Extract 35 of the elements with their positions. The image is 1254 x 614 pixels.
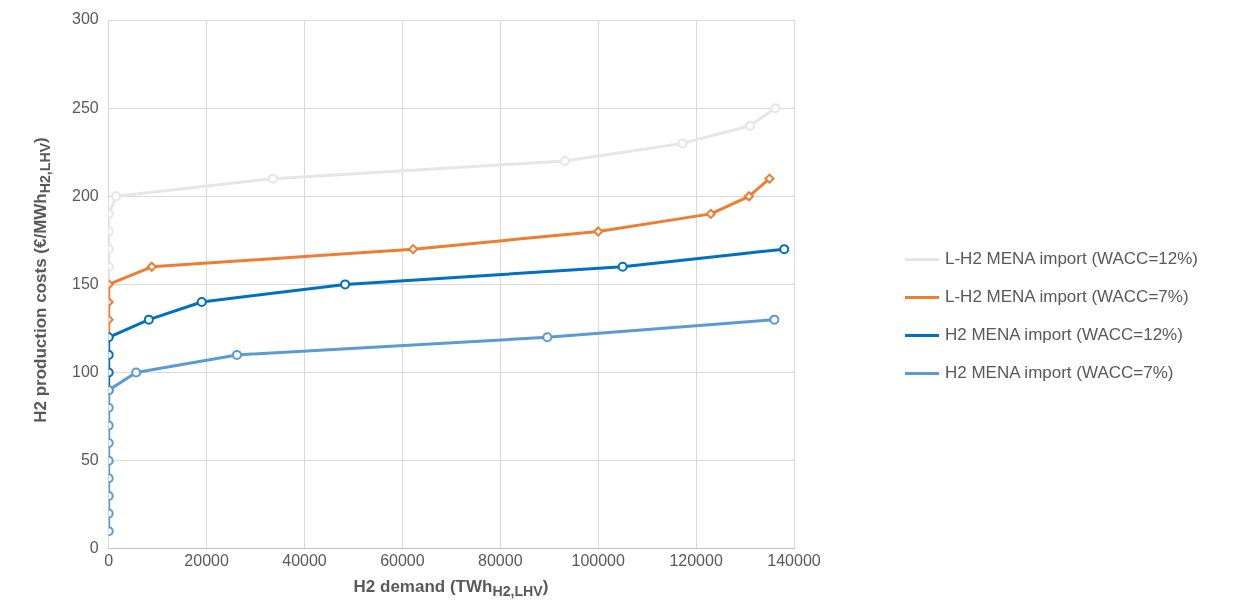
y-tick-label: 200 — [71, 186, 99, 204]
point — [340, 279, 351, 290]
point — [779, 244, 790, 255]
point — [744, 120, 755, 131]
y-tick-label: 250 — [71, 98, 99, 116]
point — [559, 156, 570, 167]
x-tick-label: 80000 — [478, 551, 523, 569]
point — [764, 173, 775, 184]
legend-label: L-H2 MENA import (WACC=12%) — [945, 249, 1199, 269]
x-tick-label: 60000 — [380, 551, 425, 569]
point — [267, 173, 278, 184]
point — [770, 103, 781, 114]
legend-label: H2 MENA import (WACC=12%) — [945, 325, 1183, 345]
x-tick-label: 100000 — [571, 551, 625, 569]
x-tick-label: 140000 — [767, 551, 821, 569]
y-tick-label: 100 — [71, 362, 99, 380]
point — [408, 244, 419, 255]
point — [743, 191, 754, 202]
point — [617, 261, 628, 272]
point — [705, 208, 716, 219]
x-tick-label: 40000 — [282, 551, 327, 569]
y-tick-label: 150 — [71, 274, 99, 292]
point — [593, 226, 604, 237]
x-axis-title: H2 demand (TWh$_{H2,LHV}$) — [353, 576, 549, 600]
point — [196, 297, 207, 308]
x-tick-label: 0 — [104, 551, 114, 569]
point — [111, 191, 122, 202]
x-tick-label: 20000 — [184, 551, 229, 569]
x-tick-label: 120000 — [669, 551, 723, 569]
legend-label: H2 MENA import (WACC=7%) — [945, 363, 1174, 383]
y-tick-label: 50 — [80, 451, 99, 469]
y-tick-label: 0 — [89, 539, 99, 557]
legend-label: L-H2 MENA import (WACC=7%) — [945, 287, 1189, 307]
y-tick-label: 300 — [71, 10, 99, 28]
point — [677, 138, 688, 149]
